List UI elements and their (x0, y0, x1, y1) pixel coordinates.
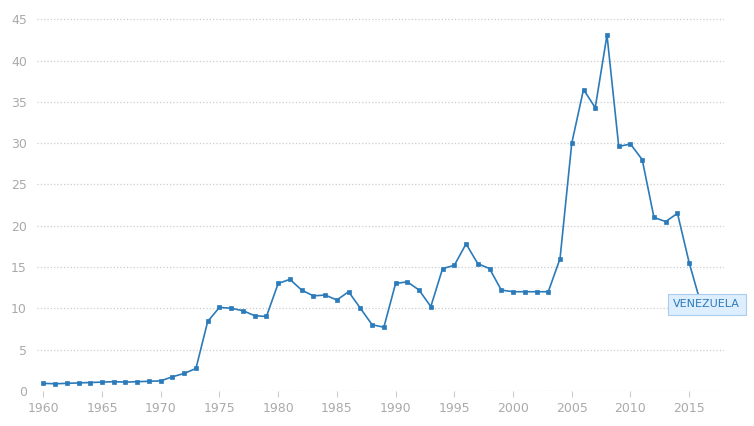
Text: VENEZUELA: VENEZUELA (673, 299, 740, 309)
